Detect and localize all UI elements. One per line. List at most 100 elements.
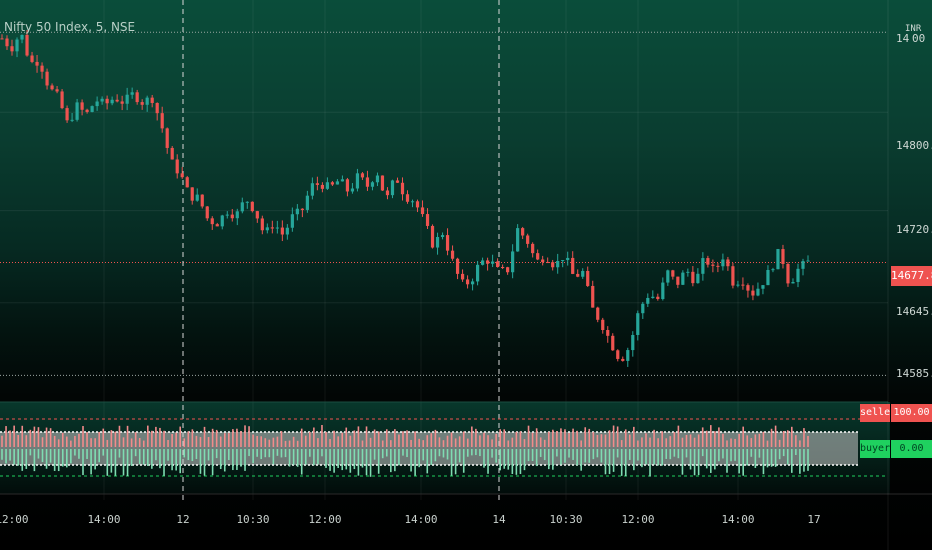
candle [35, 61, 39, 66]
candle [65, 108, 69, 121]
seller-bar [734, 438, 736, 447]
buyers-label: buyers [860, 440, 896, 458]
buyer-bar [163, 449, 165, 476]
seller-bar [693, 437, 696, 447]
candle [325, 182, 330, 189]
buyer-bar [657, 449, 659, 466]
buyer-bar [155, 449, 157, 461]
candle [486, 260, 490, 264]
seller-bar [74, 435, 76, 447]
buyer-bar [398, 449, 400, 466]
buyer-bar [620, 449, 623, 476]
seller-bar [653, 429, 655, 447]
buyer-bar [138, 449, 141, 464]
candle [240, 202, 244, 212]
candle [45, 71, 49, 86]
seller-bar [750, 438, 753, 447]
seller-bar [183, 438, 186, 447]
buyer-bar [369, 449, 372, 477]
buyer-bar [118, 449, 121, 458]
seller-bar [248, 426, 250, 447]
seller-bar [795, 435, 797, 447]
seller-bar [572, 428, 574, 447]
time-axis-label: 12:00 [621, 513, 655, 526]
buyer-bar [406, 449, 408, 458]
price-axis-label: 00 [912, 32, 926, 45]
candle [380, 175, 385, 191]
candle [576, 273, 580, 277]
buyer-bar [677, 449, 680, 459]
buyer-bar [390, 449, 392, 473]
candle [531, 243, 535, 254]
buyer-bar [244, 449, 246, 471]
buyer-bar [357, 449, 360, 476]
candle [70, 119, 74, 121]
seller-bar [414, 431, 416, 447]
candle [666, 270, 670, 283]
buyer-bar [754, 449, 757, 468]
buyer-bar [66, 449, 68, 468]
candle [455, 258, 460, 274]
seller-bar [564, 429, 566, 447]
candle [370, 182, 375, 187]
seller-bar [398, 434, 400, 447]
price-axis-label: 14720.00 [896, 223, 932, 236]
candle [420, 207, 425, 215]
buyer-bar [365, 449, 368, 476]
candle [631, 334, 635, 351]
candle [551, 262, 555, 268]
seller-bar [778, 439, 781, 447]
candle [756, 288, 760, 296]
seller-bar [9, 430, 11, 447]
seller-bar [645, 433, 647, 447]
buyer-bar [82, 449, 84, 476]
candle [596, 307, 600, 320]
seller-bar [199, 437, 202, 447]
buyer-bar [438, 449, 441, 457]
candle [355, 173, 360, 189]
buyer-bar [309, 449, 311, 457]
candle [30, 55, 34, 62]
seller-bar [511, 437, 514, 447]
buyer-bar [248, 449, 250, 457]
buyer-bar [86, 449, 88, 459]
candle [496, 261, 500, 268]
symbol-title[interactable]: Nifty 50 Index, 5, NSE [4, 20, 136, 34]
seller-bar [134, 432, 137, 447]
candle [225, 214, 229, 216]
seller-bar [596, 434, 599, 447]
candle [621, 358, 625, 361]
buyer-bar [94, 449, 96, 470]
seller-bar [592, 432, 595, 447]
buyer-bar [394, 449, 396, 472]
seller-bar [807, 435, 809, 447]
seller-bar [284, 440, 287, 447]
seller-bar [673, 432, 676, 447]
candle [651, 296, 655, 298]
buyer-bar [9, 449, 11, 461]
buyer-bar [552, 449, 554, 470]
buyer-bar [199, 449, 202, 474]
buyer-bar [547, 449, 550, 470]
candle [200, 194, 204, 207]
candle [460, 273, 465, 280]
candle [646, 297, 650, 304]
buyer-bar [414, 449, 416, 476]
buyer-bar [418, 449, 420, 468]
buyer-bar [762, 449, 765, 475]
seller-bar [381, 440, 384, 447]
seller-bar [114, 431, 117, 447]
seller-bar [406, 430, 408, 447]
buyer-bar [426, 449, 429, 474]
buyer-bar [580, 449, 582, 471]
candle [626, 350, 630, 361]
seller-bar [471, 426, 473, 447]
seller-bar [102, 428, 105, 447]
candle [185, 177, 189, 188]
seller-bar [236, 428, 238, 447]
buyer-bar [223, 449, 226, 472]
seller-bar [29, 429, 32, 447]
buyer-bar [807, 449, 809, 471]
